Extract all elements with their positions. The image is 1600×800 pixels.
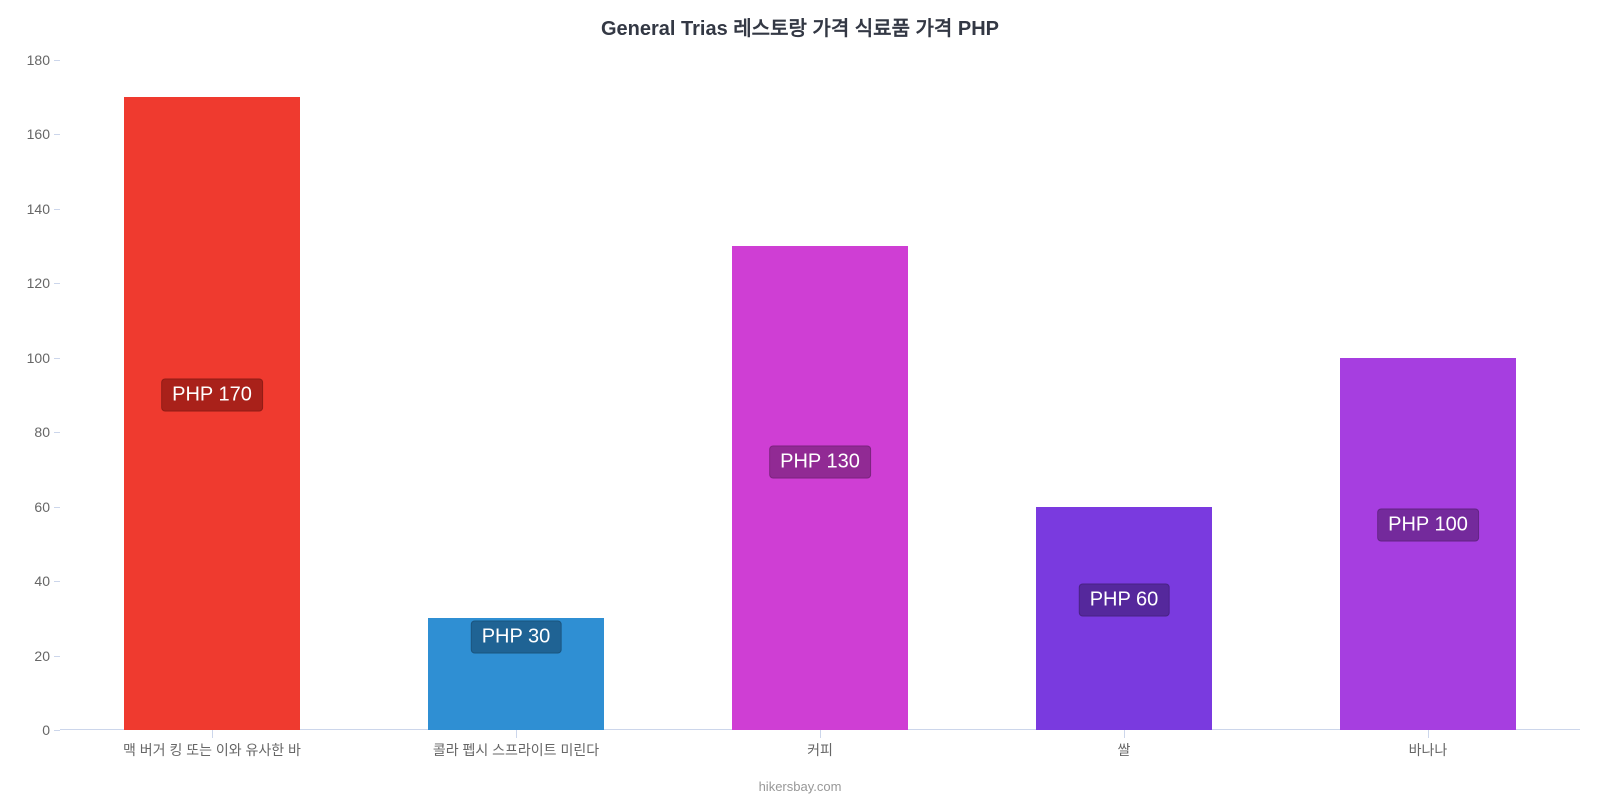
x-category-label: 커피 bbox=[807, 730, 833, 760]
y-tick-mark bbox=[54, 134, 60, 135]
bar bbox=[124, 97, 300, 730]
x-category-label: 바나나 bbox=[1409, 730, 1448, 760]
y-tick-mark bbox=[54, 581, 60, 582]
y-tick-mark bbox=[54, 60, 60, 61]
y-tick-mark bbox=[54, 283, 60, 284]
value-badge: PHP 60 bbox=[1079, 583, 1170, 616]
value-badge: PHP 30 bbox=[471, 620, 562, 653]
y-tick-mark bbox=[54, 507, 60, 508]
x-category-label: 쌀 bbox=[1118, 730, 1131, 760]
bar-group: 바나나PHP 100 bbox=[1340, 60, 1516, 730]
x-category-label: 맥 버거 킹 또는 이와 유사한 바 bbox=[123, 730, 301, 760]
bar-group: 커피PHP 130 bbox=[732, 60, 908, 730]
value-badge: PHP 100 bbox=[1377, 509, 1479, 542]
y-tick-mark bbox=[54, 432, 60, 433]
value-badge: PHP 170 bbox=[161, 379, 263, 412]
credit-text: hikersbay.com bbox=[759, 779, 842, 794]
y-tick-mark bbox=[54, 656, 60, 657]
chart-plot-area: 020406080100120140160180맥 버거 킹 또는 이와 유사한… bbox=[60, 60, 1580, 730]
bar bbox=[732, 246, 908, 730]
value-badge: PHP 130 bbox=[769, 446, 871, 479]
bar-group: 콜라 펩시 스프라이트 미린다PHP 30 bbox=[428, 60, 604, 730]
bar bbox=[1036, 507, 1212, 730]
bar bbox=[1340, 358, 1516, 730]
y-tick-mark bbox=[54, 358, 60, 359]
y-tick-mark bbox=[54, 209, 60, 210]
y-tick-mark bbox=[54, 730, 60, 731]
bar-group: 쌀PHP 60 bbox=[1036, 60, 1212, 730]
chart-title: General Trias 레스토랑 가격 식료품 가격 PHP bbox=[0, 0, 1600, 41]
x-category-label: 콜라 펩시 스프라이트 미린다 bbox=[433, 730, 599, 760]
plot-surface: 020406080100120140160180맥 버거 킹 또는 이와 유사한… bbox=[60, 60, 1580, 730]
bar-group: 맥 버거 킹 또는 이와 유사한 바PHP 170 bbox=[124, 60, 300, 730]
